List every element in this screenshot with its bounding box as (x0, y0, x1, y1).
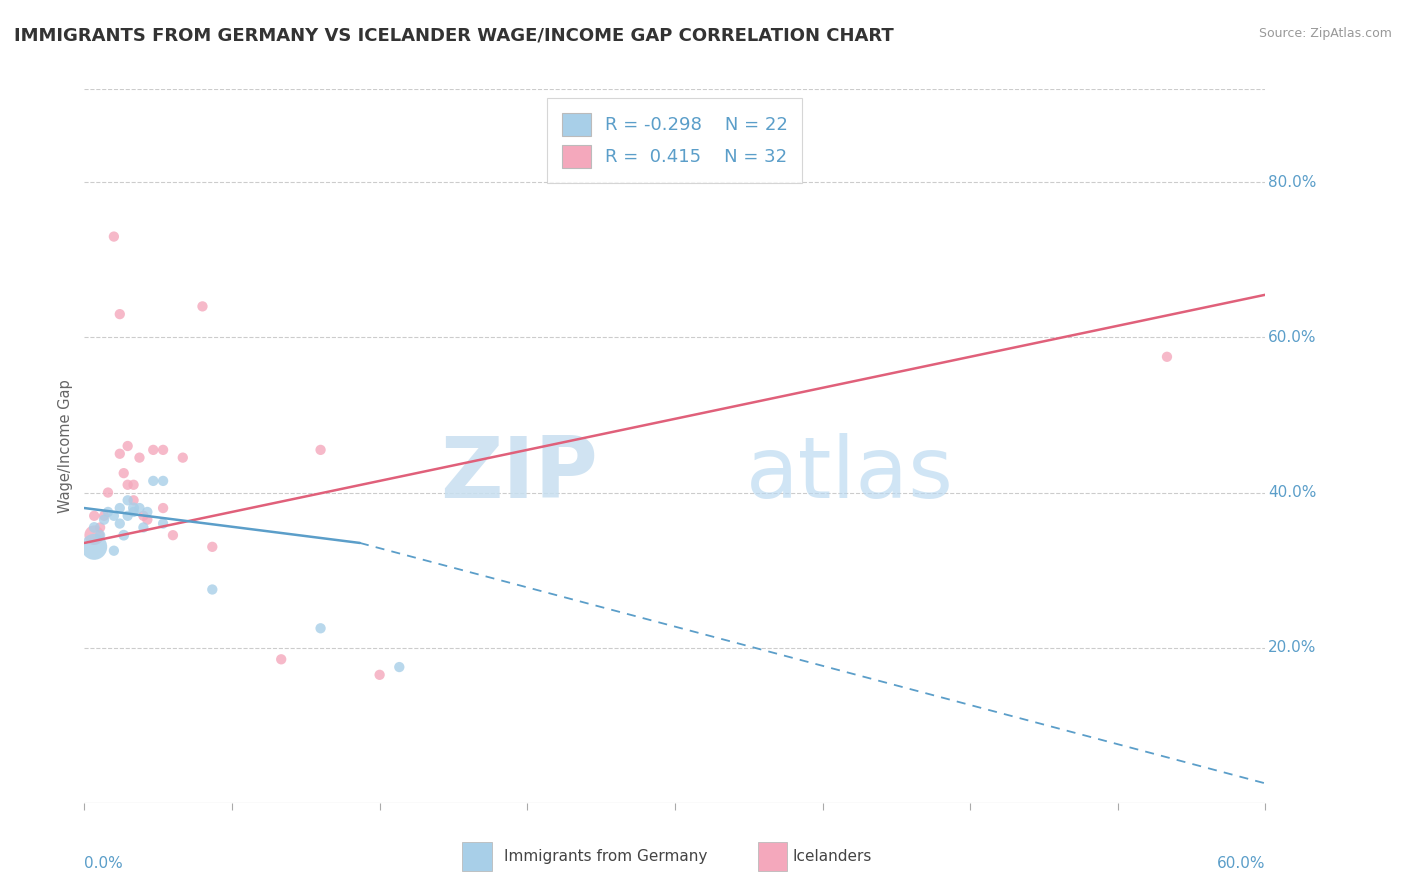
Point (201, 582, 224, 597)
Text: IMMIGRANTS FROM GERMANY VS ICELANDER WAGE/INCOME GAP CORRELATION CHART: IMMIGRANTS FROM GERMANY VS ICELANDER WAG… (14, 27, 894, 45)
Point (93, 513, 115, 527)
Bar (463, 842, 492, 871)
Point (270, 652, 292, 666)
Point (201, 540, 224, 554)
Point (117, 493, 139, 508)
Point (97, 485, 120, 500)
Text: 80.0%: 80.0% (1268, 175, 1316, 190)
Point (162, 528, 184, 542)
Point (89, 520, 111, 534)
Point (152, 516, 174, 531)
Point (132, 508, 155, 523)
Point (122, 477, 145, 491)
Text: 0.0%: 0.0% (84, 856, 124, 871)
Text: Source: ZipAtlas.com: Source: ZipAtlas.com (1258, 27, 1392, 40)
Point (132, 520, 155, 534)
Bar (758, 842, 787, 871)
Point (122, 493, 145, 508)
Point (93, 508, 115, 523)
Point (103, 229, 125, 244)
Point (112, 466, 135, 480)
Point (388, 660, 411, 674)
Point (172, 450, 194, 465)
Point (1156, 350, 1178, 364)
Text: 20.0%: 20.0% (1268, 640, 1316, 655)
Point (108, 501, 131, 516)
Point (89, 528, 111, 542)
Point (309, 442, 332, 457)
Point (368, 668, 391, 682)
Point (117, 508, 139, 523)
Point (128, 501, 150, 516)
Point (152, 442, 174, 457)
Point (142, 474, 165, 488)
Point (83, 540, 105, 554)
Point (108, 447, 131, 461)
Text: Immigrants from Germany: Immigrants from Germany (503, 849, 707, 863)
Text: 40.0%: 40.0% (1268, 485, 1316, 500)
Text: Icelanders: Icelanders (793, 849, 872, 863)
Text: 60.0%: 60.0% (1268, 330, 1316, 345)
Point (152, 501, 174, 516)
Point (117, 477, 139, 491)
Point (117, 439, 139, 453)
Point (191, 299, 214, 313)
Point (103, 543, 125, 558)
Point (83, 520, 105, 534)
Point (142, 442, 165, 457)
Point (83, 508, 105, 523)
Y-axis label: Wage/Income Gap: Wage/Income Gap (58, 379, 73, 513)
Point (108, 307, 131, 321)
Point (128, 450, 150, 465)
Point (112, 528, 135, 542)
Text: atlas: atlas (745, 433, 953, 516)
Text: 60.0%: 60.0% (1218, 856, 1265, 871)
Point (122, 501, 145, 516)
Point (136, 513, 159, 527)
Point (122, 505, 145, 519)
Point (103, 508, 125, 523)
Text: ZIP: ZIP (440, 433, 598, 516)
Point (309, 621, 332, 635)
Point (136, 505, 159, 519)
Point (97, 505, 120, 519)
Point (108, 516, 131, 531)
Legend: R = -0.298    N = 22, R =  0.415    N = 32: R = -0.298 N = 22, R = 0.415 N = 32 (547, 98, 803, 183)
Point (152, 474, 174, 488)
Point (83, 528, 105, 542)
